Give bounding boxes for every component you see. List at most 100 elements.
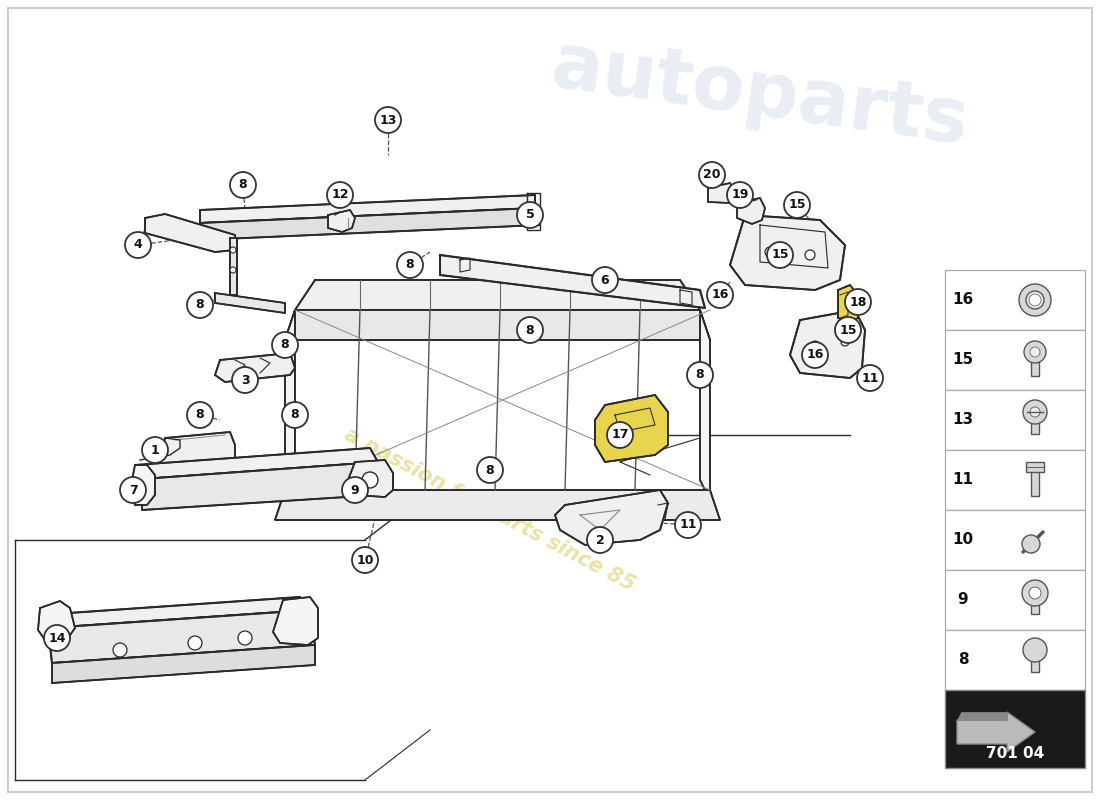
Polygon shape: [285, 310, 295, 500]
Circle shape: [1028, 294, 1041, 306]
Circle shape: [342, 477, 369, 503]
Text: 16: 16: [953, 293, 974, 307]
Text: 13: 13: [379, 114, 397, 126]
Polygon shape: [214, 293, 285, 313]
Circle shape: [1023, 400, 1047, 424]
Bar: [1031, 414, 1040, 434]
Circle shape: [327, 182, 353, 208]
Text: 13: 13: [953, 413, 974, 427]
Circle shape: [764, 247, 776, 257]
Polygon shape: [556, 490, 668, 545]
Polygon shape: [214, 353, 295, 382]
Text: 8: 8: [196, 409, 205, 422]
Polygon shape: [790, 310, 865, 378]
Polygon shape: [135, 448, 378, 479]
Polygon shape: [200, 195, 535, 223]
Text: 8: 8: [486, 463, 494, 477]
Text: 12: 12: [331, 189, 349, 202]
Polygon shape: [957, 712, 1006, 720]
Polygon shape: [130, 465, 155, 505]
Polygon shape: [295, 280, 700, 310]
Text: 5: 5: [526, 209, 535, 222]
Text: 19: 19: [732, 189, 749, 202]
Circle shape: [727, 182, 754, 208]
Text: 7: 7: [129, 483, 138, 497]
Circle shape: [1023, 638, 1047, 662]
Circle shape: [767, 242, 793, 268]
Text: autoparts: autoparts: [547, 29, 974, 161]
Text: 9: 9: [351, 483, 360, 497]
Text: 11: 11: [953, 473, 974, 487]
Polygon shape: [48, 610, 315, 663]
Circle shape: [592, 267, 618, 293]
Polygon shape: [39, 601, 75, 640]
Circle shape: [517, 317, 543, 343]
Polygon shape: [273, 597, 318, 645]
Circle shape: [238, 631, 252, 645]
Text: 6: 6: [601, 274, 609, 286]
Bar: [1026, 462, 1044, 472]
Bar: [1031, 354, 1040, 376]
Text: 20: 20: [703, 169, 720, 182]
Text: 8: 8: [239, 178, 248, 191]
Text: 10: 10: [356, 554, 374, 566]
Circle shape: [784, 192, 810, 218]
Polygon shape: [440, 255, 705, 308]
Circle shape: [188, 636, 202, 650]
Circle shape: [113, 643, 127, 657]
Text: 14: 14: [48, 631, 66, 645]
Circle shape: [698, 162, 725, 188]
Polygon shape: [275, 490, 720, 520]
Text: 4: 4: [133, 238, 142, 251]
Text: 8: 8: [196, 298, 205, 311]
Polygon shape: [230, 238, 236, 295]
Bar: [945, 330, 1085, 390]
Circle shape: [120, 477, 146, 503]
Circle shape: [282, 402, 308, 428]
Text: 11: 11: [861, 371, 879, 385]
Circle shape: [187, 292, 213, 318]
Circle shape: [688, 362, 713, 388]
Circle shape: [857, 365, 883, 391]
Circle shape: [845, 289, 871, 315]
Circle shape: [1019, 284, 1050, 316]
Bar: [945, 630, 1085, 690]
Circle shape: [1030, 347, 1040, 357]
Bar: [945, 450, 1085, 510]
Text: 15: 15: [953, 353, 974, 367]
Polygon shape: [200, 208, 540, 240]
Circle shape: [607, 422, 632, 448]
Text: a passion for parts since 85: a passion for parts since 85: [341, 425, 639, 595]
Polygon shape: [285, 310, 710, 340]
Circle shape: [125, 232, 151, 258]
Polygon shape: [160, 432, 235, 472]
Circle shape: [362, 472, 378, 488]
Circle shape: [477, 457, 503, 483]
Circle shape: [587, 527, 613, 553]
Text: 15: 15: [771, 249, 789, 262]
Text: 8: 8: [958, 653, 968, 667]
Bar: [945, 510, 1085, 570]
Bar: [945, 390, 1085, 450]
Polygon shape: [737, 198, 764, 224]
Polygon shape: [700, 310, 710, 500]
Circle shape: [397, 252, 424, 278]
Circle shape: [142, 437, 168, 463]
Text: 8: 8: [695, 369, 704, 382]
Circle shape: [1024, 341, 1046, 363]
Circle shape: [1022, 535, 1040, 553]
Text: 2: 2: [595, 534, 604, 546]
Text: autoparts: autoparts: [547, 29, 974, 161]
Circle shape: [675, 512, 701, 538]
Polygon shape: [328, 210, 355, 232]
Circle shape: [230, 267, 236, 273]
Circle shape: [517, 202, 543, 228]
Text: 9: 9: [958, 593, 968, 607]
Circle shape: [805, 250, 815, 260]
Text: 18: 18: [849, 295, 867, 309]
Circle shape: [1026, 291, 1044, 309]
Text: 8: 8: [280, 338, 289, 351]
Circle shape: [811, 341, 819, 349]
Polygon shape: [730, 215, 845, 290]
Circle shape: [44, 625, 70, 651]
